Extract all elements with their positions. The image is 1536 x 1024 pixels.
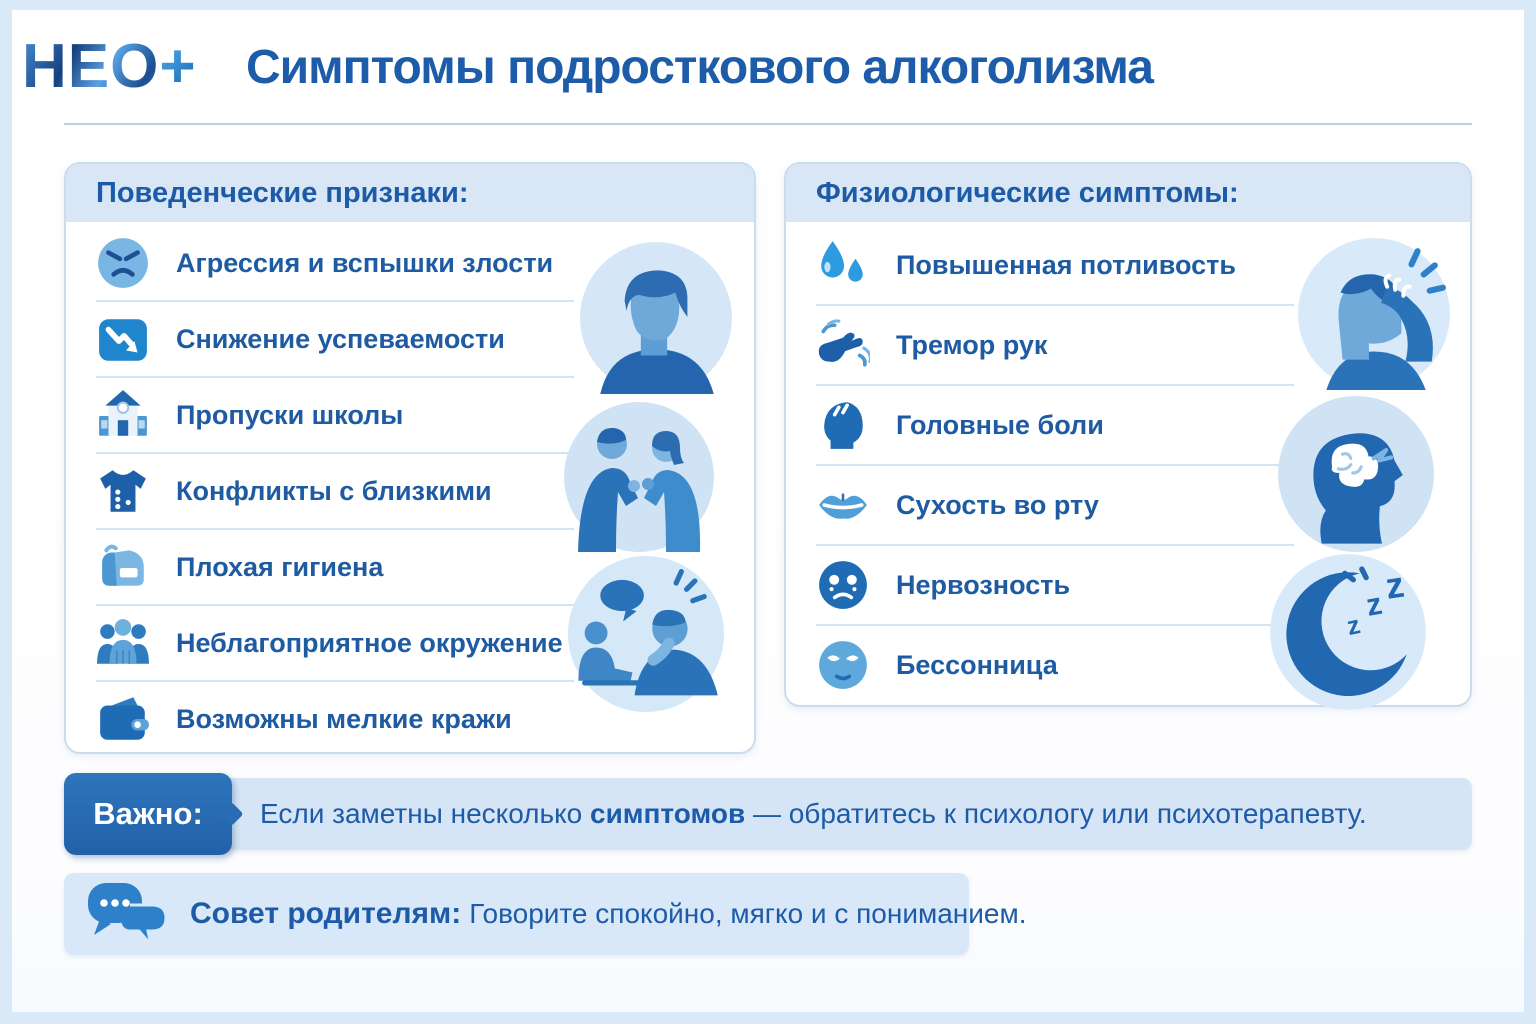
head-with-brain-illustration <box>1278 396 1434 552</box>
symptom-label: Головные боли <box>896 409 1104 440</box>
symptom-label: Плохая гигиена <box>176 551 384 582</box>
symptom-label: Агрессия и вспышки злости <box>176 247 554 278</box>
school-icon <box>96 388 150 442</box>
svg-text:z: z <box>1383 564 1407 607</box>
svg-text:z: z <box>1363 586 1384 623</box>
list-item: Пропуски школы <box>96 378 574 454</box>
insomnia-face-icon <box>816 638 870 692</box>
panel-title: Поведенческие признаки: <box>66 164 754 222</box>
symptom-label: Повышенная потливость <box>896 249 1236 280</box>
panels-row: Поведенческие признаки: Агрессия и вспыш… <box>64 162 1472 754</box>
symptom-label: Бессонница <box>896 649 1058 680</box>
behavioral-signs-panel: Поведенческие признаки: Агрессия и вспыш… <box>64 162 756 754</box>
list-item: Сухость во рту <box>816 466 1294 546</box>
logo-text: НЕО <box>22 32 160 101</box>
important-text: Если заметны несколько симптомов — обрат… <box>260 798 1367 829</box>
people-group-icon <box>96 616 150 670</box>
infographic-page: НЕО+ Симптомы подросткового алкоголизма … <box>12 10 1524 1012</box>
list-item: Бессонница <box>816 626 1294 704</box>
nervous-face-icon <box>816 558 870 612</box>
symptom-label: Возможны мелкие кражи <box>176 703 512 734</box>
arguing-couple-illustration <box>564 402 714 552</box>
hygiene-icon <box>96 540 150 594</box>
list-item: Тремор рук <box>816 306 1294 386</box>
panel-title: Физиологические симптомы: <box>786 164 1470 222</box>
teen-profile-illustration <box>580 242 732 394</box>
tremor-hand-icon <box>816 318 870 372</box>
headache-icon <box>816 398 870 452</box>
panel-body: Агрессия и вспышки злости Снижение успев… <box>66 222 754 762</box>
list-item: Конфликты с близкими <box>96 454 574 530</box>
symptom-label: Конфликты с близкими <box>176 475 492 506</box>
symptom-label: Снижение успеваемости <box>176 323 505 354</box>
page-title: Симптомы подросткового алкоголизма <box>246 41 1154 94</box>
list-item: Повышенная потливость <box>816 226 1294 306</box>
declining-chart-icon <box>96 312 150 366</box>
list-item: Возможны мелкие кражи <box>96 682 574 756</box>
lips-icon <box>816 478 870 532</box>
list-item: Головные боли <box>816 386 1294 466</box>
list-item: Снижение успеваемости <box>96 302 574 378</box>
header-divider <box>64 123 1472 125</box>
panel-body: Повышенная потливость Тремор рук Головны… <box>786 222 1470 710</box>
important-badge: Важно: <box>64 773 232 855</box>
parent-advice-bar: Совет родителям: Говорите спокойно, мягко… <box>64 873 1027 955</box>
advice-label: Совет родителям: <box>190 897 462 930</box>
symptom-label: Сухость во рту <box>896 489 1099 520</box>
plus-icon: + <box>159 32 197 101</box>
symptom-label: Пропуски школы <box>176 399 404 430</box>
list-item: Неблагоприятное окружение <box>96 606 574 682</box>
person-holding-head-illustration <box>1298 238 1450 390</box>
angry-face-icon <box>96 236 150 290</box>
important-notice-bar: Если заметны несколько симптомов — обрат… <box>64 778 1472 850</box>
important-badge-label: Важно: <box>93 796 203 831</box>
wallet-icon <box>96 692 150 746</box>
list-item: Агрессия и вспышки злости <box>96 226 574 302</box>
symptom-label: Неблагоприятное окружение <box>176 627 563 658</box>
physiological-symptoms-panel: Физиологические симптомы: Повышенная пот… <box>784 162 1472 710</box>
family-conversation-illustration <box>568 556 724 712</box>
important-text-bold: симптомов <box>590 798 746 829</box>
svg-text:z: z <box>1344 611 1362 641</box>
advice-text: Совет родителям: Говорите спокойно, мягко… <box>190 897 1027 930</box>
neo-plus-logo: НЕО+ <box>22 36 197 98</box>
chat-bubbles-icon <box>86 879 172 949</box>
list-item: Нервозность <box>816 546 1294 626</box>
tshirt-icon <box>96 464 150 518</box>
symptom-label: Нервозность <box>896 569 1071 600</box>
list-item: Плохая гигиена <box>96 530 574 606</box>
symptom-label: Тремор рук <box>896 329 1048 360</box>
sweat-drops-icon <box>816 238 870 292</box>
